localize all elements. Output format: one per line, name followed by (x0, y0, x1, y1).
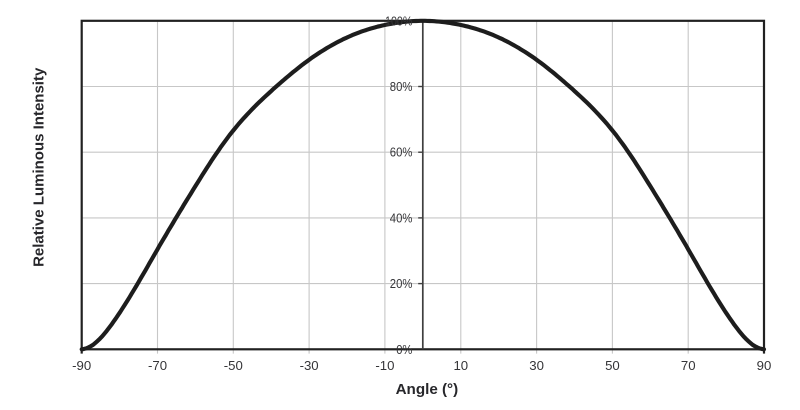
svg-text:-90: -90 (72, 358, 91, 373)
svg-text:50: 50 (605, 358, 620, 373)
svg-text:-10: -10 (375, 358, 394, 373)
svg-text:-70: -70 (148, 358, 167, 373)
svg-text:80%: 80% (390, 79, 413, 94)
svg-text:-30: -30 (300, 358, 319, 373)
svg-text:10: 10 (453, 358, 468, 373)
svg-text:Relative Luminous Intensity: Relative Luminous Intensity (30, 67, 47, 267)
svg-text:Angle (°): Angle (°) (396, 381, 459, 398)
svg-text:60%: 60% (390, 145, 413, 160)
svg-text:0%: 0% (396, 342, 412, 357)
svg-text:70: 70 (681, 358, 696, 373)
svg-text:40%: 40% (390, 210, 413, 225)
svg-text:100%: 100% (385, 13, 413, 28)
svg-text:-50: -50 (224, 358, 243, 373)
svg-text:30: 30 (529, 358, 544, 373)
svg-text:20%: 20% (390, 276, 413, 291)
svg-text:90: 90 (757, 358, 772, 373)
